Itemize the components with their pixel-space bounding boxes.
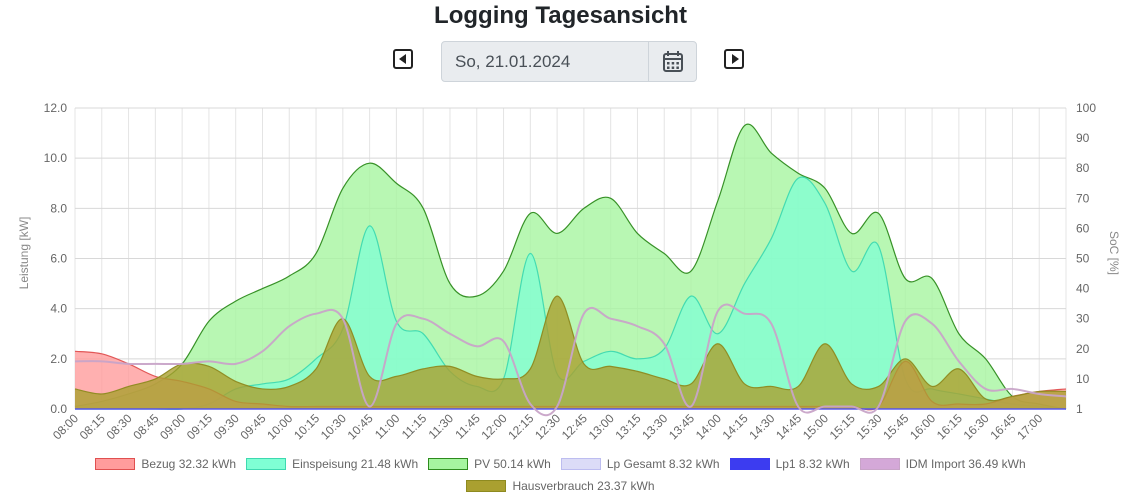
x-tick-label: 11:45 (452, 411, 483, 442)
legend-item-hausverbrauch[interactable]: Hausverbrauch 23.37 kWh (466, 479, 655, 493)
x-tick-label: 16:00 (907, 411, 938, 442)
x-tick-label: 12:30 (532, 411, 563, 442)
x-tick-label: 15:45 (880, 411, 911, 442)
y2-tick-label: 1 (1076, 402, 1083, 416)
x-tick-label: 10:15 (291, 411, 322, 442)
x-tick-label: 12:45 (559, 411, 590, 442)
date-input[interactable]: So, 21.01.2024 (441, 41, 649, 82)
x-tick-label: 14:00 (693, 411, 724, 442)
calendar-button[interactable] (648, 41, 697, 82)
previous-day-button[interactable] (393, 49, 413, 69)
x-tick-label: 14:45 (773, 411, 804, 442)
y2-tick-label: 80 (1076, 161, 1090, 175)
x-tick-label: 09:45 (237, 411, 268, 442)
x-tick-label: 08:45 (130, 411, 161, 442)
x-tick-label: 09:30 (211, 411, 242, 442)
x-tick-label: 13:15 (612, 411, 643, 442)
legend-swatch (466, 480, 507, 492)
legend-label: PV 50.14 kWh (474, 457, 551, 471)
legend-item-einspeisung[interactable]: Einspeisung 21.48 kWh (246, 457, 418, 471)
x-tick-label: 08:15 (77, 411, 108, 442)
caret-left-icon (399, 54, 406, 64)
legend-swatch (859, 458, 900, 470)
y-tick-label: 8.0 (50, 201, 67, 215)
legend-item-pv[interactable]: PV 50.14 kWh (428, 457, 551, 471)
y2-tick-label: 10 (1076, 372, 1090, 386)
y-axis-left: 0.0 2.0 4.0 6.0 8.0 10.0 12.0 (44, 101, 68, 416)
legend-item-lp-gesamt[interactable]: Lp Gesamt 8.32 kWh (560, 457, 720, 471)
legend-swatch (428, 458, 469, 470)
x-axis: 08:0008:1508:3008:4509:0009:1509:3009:45… (50, 411, 1046, 442)
legend-label: Lp1 8.32 kWh (775, 457, 850, 471)
legend-swatch (560, 458, 601, 470)
y2-tick-label: 30 (1076, 312, 1090, 326)
legend-label: Bezug 32.32 kWh (141, 457, 237, 471)
y2-tick-label: 70 (1076, 191, 1090, 205)
legend-row: Bezug 32.32 kWh Einspeisung 21.48 kWh PV 5… (0, 455, 1121, 473)
x-tick-label: 10:45 (345, 411, 376, 442)
x-tick-label: 12:00 (479, 411, 510, 442)
legend-label: Einspeisung 21.48 kWh (292, 457, 419, 471)
caret-right-icon (732, 54, 739, 64)
x-tick-label: 09:00 (157, 411, 188, 442)
x-tick-label: 17:00 (1014, 411, 1045, 442)
chart-series (74, 123, 1067, 417)
x-tick-label: 08:30 (104, 411, 135, 442)
x-tick-label: 13:30 (639, 411, 670, 442)
y-tick-label: 10.0 (44, 151, 68, 165)
x-tick-label: 10:00 (264, 411, 295, 442)
x-tick-label: 10:30 (318, 411, 349, 442)
x-tick-label: 14:30 (746, 411, 777, 442)
x-tick-label: 15:00 (800, 411, 831, 442)
x-tick-label: 16:45 (987, 411, 1018, 442)
legend-label: Hausverbrauch 23.37 kWh (512, 479, 655, 493)
next-day-button[interactable] (724, 49, 744, 69)
legend-label: IDM Import 36.49 kWh (905, 457, 1026, 471)
x-tick-label: 11:00 (372, 411, 403, 442)
y2-tick-label: 20 (1076, 342, 1090, 356)
y-tick-label: 12.0 (44, 101, 68, 115)
page-title: Logging Tagesansicht (434, 2, 687, 29)
legend-swatch (95, 458, 136, 470)
legend-item-idm-import[interactable]: IDM Import 36.49 kWh (859, 457, 1026, 471)
chart-legend: Bezug 32.32 kWh Einspeisung 21.48 kWh PV 5… (0, 455, 1121, 499)
y-tick-label: 4.0 (50, 302, 67, 316)
legend-label: Lp Gesamt 8.32 kWh (606, 457, 720, 471)
y-axis-right: 1 10 20 30 40 50 60 70 80 90 100 (1076, 101, 1096, 416)
y-axis-left-label: Leistung [kW] (17, 217, 31, 290)
calendar-icon (663, 51, 683, 72)
series-area-hausverbrauch (75, 296, 1066, 409)
series-line-idm-import (74, 303, 1067, 417)
y2-tick-label: 90 (1076, 131, 1090, 145)
y-tick-label: 2.0 (50, 352, 67, 366)
y-axis-right-label: SoC [%] (1107, 231, 1121, 275)
date-picker[interactable]: So, 21.01.2024 (441, 41, 697, 82)
chart: 0.0 2.0 4.0 6.0 8.0 10.0 12.0 1 10 20 30 40 50 60 70 8… (17, 101, 1121, 442)
x-tick-label: 16:30 (961, 411, 992, 442)
y2-tick-label: 40 (1076, 282, 1090, 296)
x-tick-label: 15:30 (854, 411, 885, 442)
y-tick-label: 0.0 (50, 402, 67, 416)
legend-row: Hausverbrauch 23.37 kWh (0, 477, 1121, 495)
x-tick-label: 13:00 (586, 411, 617, 442)
x-tick-label: 12:15 (505, 411, 536, 442)
x-tick-label: 14:15 (720, 411, 751, 442)
series-line-pv (74, 123, 1067, 410)
y2-tick-label: 50 (1076, 252, 1090, 266)
x-tick-label: 09:15 (184, 411, 215, 442)
y2-tick-label: 100 (1076, 101, 1096, 115)
series-line-hausverbrauch (74, 295, 1067, 402)
legend-item-lp1[interactable]: Lp1 8.32 kWh (729, 457, 850, 471)
x-tick-label: 16:15 (934, 411, 965, 442)
y2-tick-label: 60 (1076, 221, 1090, 235)
legend-swatch (729, 458, 770, 470)
y-tick-label: 6.0 (50, 252, 67, 266)
x-tick-label: 11:30 (426, 411, 457, 442)
legend-swatch (246, 458, 287, 470)
x-tick-label: 15:15 (827, 411, 858, 442)
x-tick-label: 13:45 (666, 411, 697, 442)
x-tick-label: 11:15 (399, 411, 430, 442)
legend-item-bezug[interactable]: Bezug 32.32 kWh (95, 457, 236, 471)
